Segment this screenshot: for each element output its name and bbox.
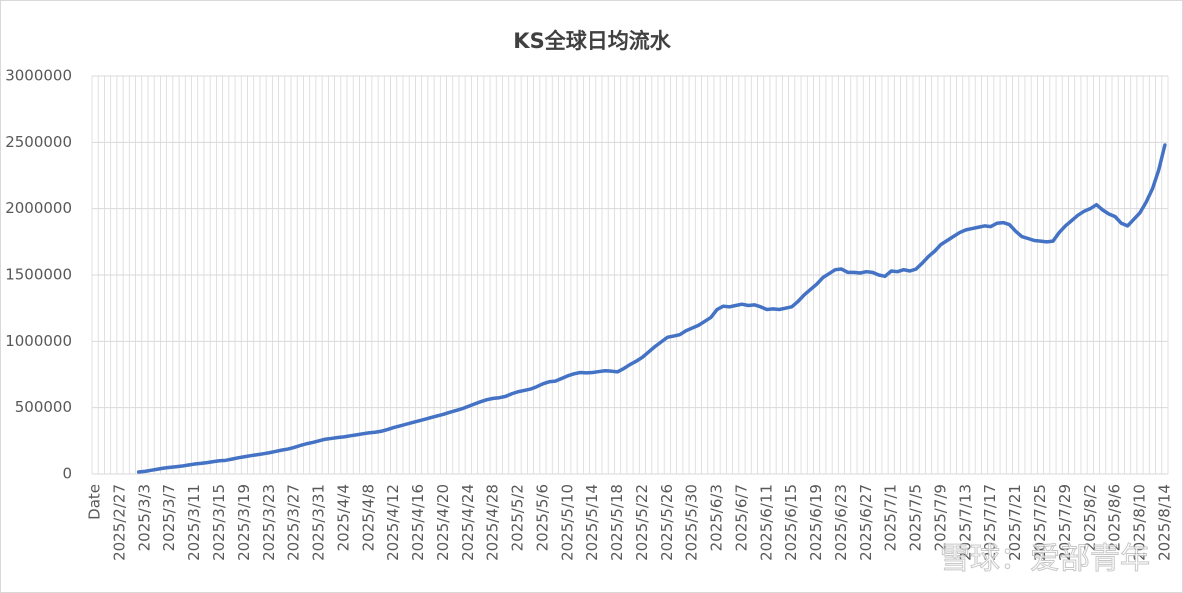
chart-title: KS全球日均流水 [513, 29, 671, 53]
x-tick-label: 2025/3/19 [235, 484, 253, 561]
watermark: 雪球：爱部青年 [940, 542, 1150, 577]
y-tick-label: 500000 [15, 398, 72, 416]
y-tick-label: 1500000 [5, 266, 72, 284]
x-tick-label: 2025/6/3 [708, 484, 726, 551]
x-tick-label: 2025/5/14 [583, 484, 601, 561]
x-tick-label: 2025/8/14 [1155, 484, 1173, 561]
y-tick-label: 2000000 [5, 199, 72, 217]
x-tick-label: 2025/5/18 [608, 484, 626, 561]
x-tick-label: 2025/5/22 [633, 484, 651, 561]
x-tick-label: 2025/8/2 [1081, 484, 1099, 551]
x-tick-label: 2025/3/31 [310, 484, 328, 561]
y-tick-label: 3000000 [5, 67, 72, 85]
x-tick-label: 2025/5/10 [558, 484, 576, 561]
x-tick-label: 2025/8/6 [1106, 484, 1124, 551]
x-tick-label: 2025/7/29 [1056, 484, 1074, 561]
x-tick-label: 2025/7/5 [907, 484, 925, 551]
x-tick-label: 2025/4/20 [434, 484, 452, 561]
x-tick-label: 2025/7/13 [956, 484, 974, 561]
x-tick-label: 2025/7/9 [931, 484, 949, 551]
x-tick-label: 2025/6/19 [807, 484, 825, 561]
x-tick-label: 2025/7/25 [1031, 484, 1049, 561]
data-line [136, 143, 1167, 474]
x-tick-label: 2025/5/30 [683, 484, 701, 561]
y-tick-label: 1000000 [5, 332, 72, 350]
x-tick-label: 2025/4/24 [459, 484, 477, 561]
y-tick-label: 0 [62, 465, 72, 483]
x-tick-label: 2025/6/15 [782, 484, 800, 561]
x-tick-label: 2025/3/15 [210, 484, 228, 561]
x-tick-label: 2025/3/11 [185, 484, 203, 561]
x-tick-label: 2025/6/11 [757, 484, 775, 561]
x-tick-label: 2025/4/8 [359, 484, 377, 551]
x-tick-label: 2025/5/6 [533, 484, 551, 551]
x-tick-label: 2025/4/16 [409, 484, 427, 561]
x-tick-label: 2025/4/12 [384, 484, 402, 561]
x-tick-label: 2025/6/27 [857, 484, 875, 561]
x-tick-label: 2025/4/4 [334, 484, 352, 551]
x-tick-label: 2025/6/7 [732, 484, 750, 551]
x-tick-label: 2025/8/10 [1131, 484, 1149, 561]
x-tick-label: 2025/3/23 [260, 484, 278, 561]
x-tick-label: 2025/3/27 [285, 484, 303, 561]
x-tick-label: 2025/3/7 [160, 484, 178, 551]
x-tick-label: 2025/4/28 [484, 484, 502, 561]
x-tick-label: 2025/7/1 [882, 484, 900, 551]
x-tick-label: 2025/6/23 [832, 484, 850, 561]
y-tick-label: 2500000 [5, 133, 72, 151]
x-tick-label: 2025/7/17 [981, 484, 999, 561]
x-tick-label: Date [86, 484, 104, 520]
x-tick-label: 2025/7/21 [1006, 484, 1024, 561]
x-tick-label: 2025/3/3 [135, 484, 153, 551]
x-tick-label: 2025/5/26 [658, 484, 676, 561]
x-tick-label: 2025/5/2 [509, 484, 527, 551]
x-tick-label: 2025/2/27 [110, 484, 128, 561]
